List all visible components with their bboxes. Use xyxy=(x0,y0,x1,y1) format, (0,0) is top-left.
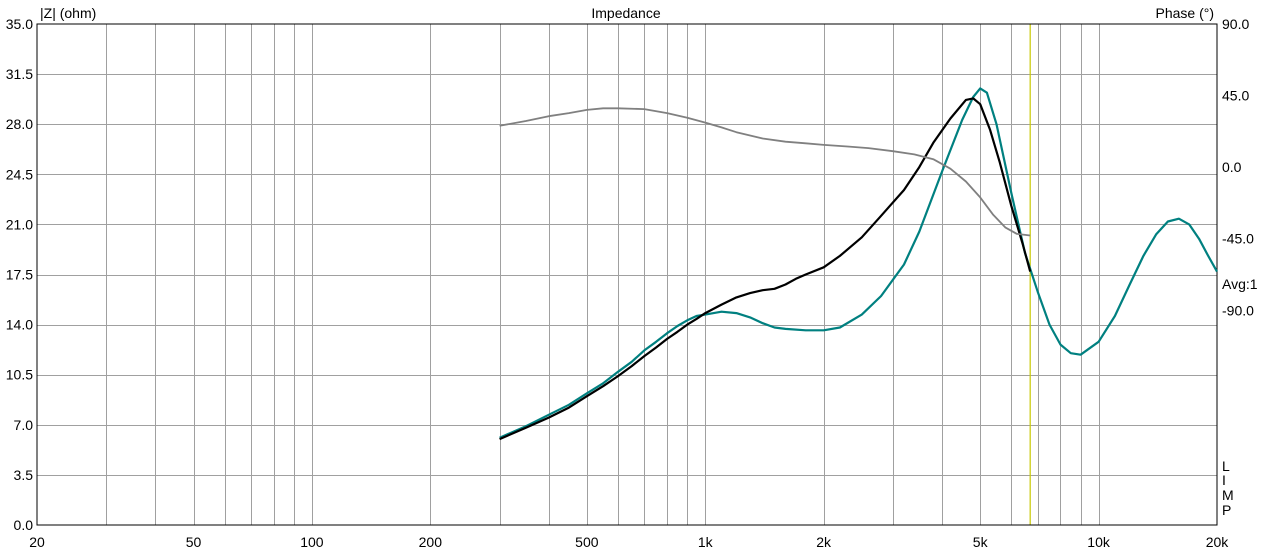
x-tick-label: 500 xyxy=(575,534,599,549)
avg-label: Avg:1 xyxy=(1222,276,1258,292)
y-left-tick-label: 31.5 xyxy=(6,66,33,82)
x-tick-label: 20 xyxy=(29,534,45,549)
x-tick-label: 1k xyxy=(698,534,714,549)
x-tick-label: 50 xyxy=(186,534,202,549)
y-left-tick-label: 10.5 xyxy=(6,367,33,383)
y-left-tick-label: 21.0 xyxy=(6,216,33,232)
y-right-tick-label: -45.0 xyxy=(1222,231,1254,247)
grid xyxy=(37,24,1217,525)
x-tick-label: 5k xyxy=(973,534,989,549)
y-left-tick-label: 3.5 xyxy=(14,467,34,483)
left-axis-label: |Z| (ohm) xyxy=(40,5,96,21)
y-right-tick-label: 0.0 xyxy=(1222,159,1242,175)
side-letter: I xyxy=(1222,472,1226,488)
side-letter: L xyxy=(1222,458,1230,474)
y-left-tick-label: 24.5 xyxy=(6,166,33,182)
plot-frame xyxy=(36,23,1218,526)
y-left-tick-label: 17.5 xyxy=(6,267,33,283)
y-left-tick-label: 28.0 xyxy=(6,116,33,132)
x-tick-label: 200 xyxy=(419,534,443,549)
y-right-tick-label: 90.0 xyxy=(1222,16,1249,32)
y-right-tick-label: -90.0 xyxy=(1222,302,1254,318)
chart-title: Impedance xyxy=(591,5,660,21)
x-tick-label: 10k xyxy=(1087,534,1111,549)
right-axis-label: Phase (°) xyxy=(1155,5,1214,21)
series-line-2 xyxy=(499,97,1032,441)
series-line-1 xyxy=(499,87,1218,439)
side-letter: M xyxy=(1222,487,1234,503)
plot-area xyxy=(37,24,1217,525)
tick-labels: 20 50 100 200 500 1k 2k 5k 10k 20k 0.0 3.5 7.0 10.5 14… xyxy=(6,16,1254,549)
series-line-3 xyxy=(499,107,1031,237)
y-left-tick-label: 7.0 xyxy=(14,417,34,433)
x-tick-label: 100 xyxy=(300,534,324,549)
y-left-tick-label: 14.0 xyxy=(6,317,33,333)
side-letter: P xyxy=(1222,502,1231,518)
series-group xyxy=(499,87,1218,441)
y-right-tick-label: 45.0 xyxy=(1222,88,1249,104)
x-tick-label: 20k xyxy=(1206,534,1230,549)
side-letters: L I M P xyxy=(1222,458,1234,518)
y-left-tick-label: 0.0 xyxy=(14,517,34,533)
x-tick-label: 2k xyxy=(816,534,832,549)
y-left-tick-label: 35.0 xyxy=(6,16,33,32)
